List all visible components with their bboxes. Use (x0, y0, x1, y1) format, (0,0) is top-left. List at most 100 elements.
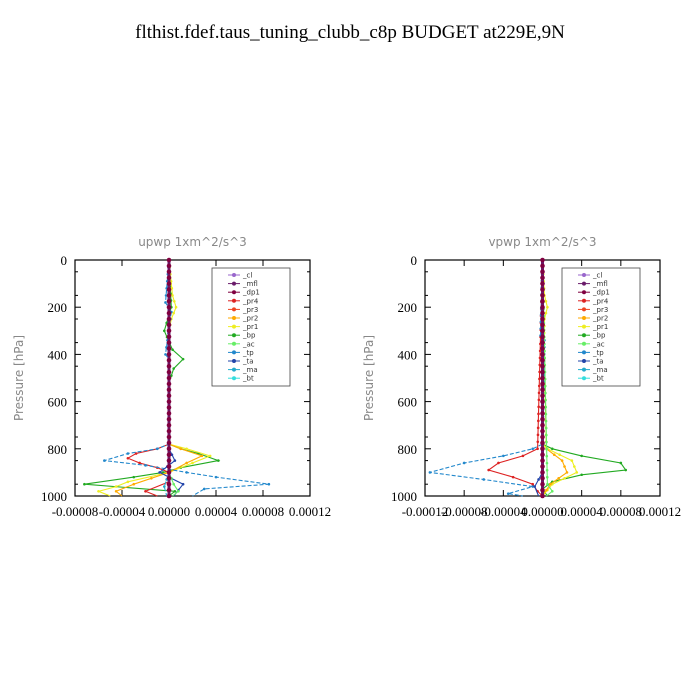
series-point-ac (545, 447, 548, 451)
series-point-ta (173, 459, 177, 462)
series-point-ac (545, 461, 549, 465)
series-point-ac (544, 426, 548, 430)
legend-swatch-marker (582, 273, 586, 277)
series-point-pr4 (138, 461, 141, 465)
series-point-pr4 (536, 440, 540, 444)
series-line-pr1 (96, 259, 212, 497)
zero-profile-marker (540, 369, 545, 375)
y-tick-label: 1000 (391, 489, 417, 504)
legend-label: _tp (592, 349, 604, 357)
series-point-ac (544, 419, 548, 423)
zero-profile-marker (540, 411, 545, 416)
zero-profile-marker (166, 434, 172, 440)
zero-profile-marker (540, 375, 545, 381)
zero-profile-marker (166, 399, 172, 404)
series-point-pr2 (185, 461, 188, 465)
y-tick-label: 800 (48, 442, 68, 457)
series-point-pr1 (114, 485, 118, 488)
legend-swatch-marker (582, 307, 586, 312)
x-tick-label: 0.00008 (242, 504, 284, 519)
series-point-ac (544, 412, 548, 416)
zero-profile-marker (540, 287, 545, 292)
series-point-tp (214, 475, 218, 479)
x-tick-label: 0.00004 (561, 504, 604, 519)
legend-label: _ac (242, 340, 255, 348)
zero-profile-marker (540, 428, 545, 434)
series-point-pr4 (537, 412, 540, 416)
series-point-pr4 (497, 461, 500, 465)
legend-swatch-marker (582, 359, 586, 363)
y-tick-label: 0 (61, 253, 68, 268)
zero-profile-marker (166, 464, 172, 469)
zero-profile-marker (166, 476, 172, 481)
zero-profile-marker (540, 458, 545, 463)
legend-label: _pr4 (242, 297, 259, 305)
series-point-bp (181, 357, 185, 361)
series-point-ac (172, 482, 175, 486)
series-point-pr2 (200, 454, 204, 458)
zero-profile-marker (540, 334, 545, 340)
zero-profile-marker (540, 322, 545, 328)
legend-label: _bt (242, 375, 254, 383)
series-point-bp (619, 461, 623, 465)
legend-label: _pr2 (592, 315, 608, 323)
zero-profile-marker (166, 481, 172, 487)
series-point-bp (624, 468, 628, 472)
zero-profile-marker (540, 487, 545, 493)
zero-profile-marker (166, 405, 172, 410)
zero-profile-marker (166, 369, 172, 375)
zero-profile-marker (540, 493, 545, 499)
page-title: flthist.fdef.taus_tuning_clubb_c8p BUDGE… (135, 22, 565, 43)
series-point-pr4 (536, 447, 539, 451)
legend-label: _ac (592, 340, 605, 348)
series-point-pr4 (536, 426, 540, 430)
series-point-bp (171, 348, 174, 351)
y-tick-label: 200 (398, 300, 418, 315)
legend-label: _ta (592, 358, 604, 366)
zero-profile-marker (540, 476, 545, 481)
zero-profile-marker (166, 352, 172, 357)
legend-label: _tp (242, 349, 254, 357)
zero-profile-marker (540, 257, 545, 263)
zero-profile-marker (166, 452, 172, 458)
zero-profile-marker (540, 340, 545, 345)
series-point-pr2 (563, 465, 566, 468)
panel-title: upwp 1xm^2/s^3 (138, 235, 247, 249)
series-line-tp (429, 259, 546, 497)
zero-profile-marker (166, 281, 172, 286)
legend-label: _dp1 (242, 289, 260, 297)
series-point-pr4 (538, 349, 542, 353)
zero-profile-marker (166, 257, 172, 263)
legend-label: _cl (592, 272, 602, 280)
series-point-pr4 (126, 456, 130, 460)
legend-swatch-marker (582, 341, 586, 346)
x-tick-label: 0.00012 (289, 504, 331, 519)
zero-profile-marker (166, 428, 172, 434)
legend-label: _bt (592, 375, 604, 383)
series-point-pr4 (537, 391, 541, 395)
series-point-pr2 (114, 489, 118, 493)
zero-profile-marker (540, 464, 545, 469)
zero-profile-marker (166, 263, 172, 269)
series-point-pr2 (552, 453, 556, 457)
legend-label: _dp1 (592, 289, 610, 297)
zero-profile-marker (540, 381, 545, 387)
y-tick-label: 200 (48, 300, 68, 315)
series-point-pr4 (531, 482, 535, 486)
series-point-tp (144, 464, 147, 467)
series-point-ta (533, 485, 536, 488)
series-point-ac (545, 454, 549, 458)
zero-profile-marker (540, 481, 545, 487)
legend-label: _mfl (592, 280, 608, 288)
legend-label: _bp (592, 332, 606, 340)
legend-label: _ma (242, 366, 258, 374)
series-point-pr4 (537, 405, 540, 409)
zero-profile-marker (166, 310, 172, 316)
zero-profile-marker (166, 487, 172, 493)
series-point-pr4 (487, 468, 490, 472)
zero-profile-marker (166, 334, 172, 340)
series-point-pr2 (549, 482, 552, 486)
series-point-pr2 (150, 477, 153, 480)
legend-swatch-marker (232, 290, 236, 295)
